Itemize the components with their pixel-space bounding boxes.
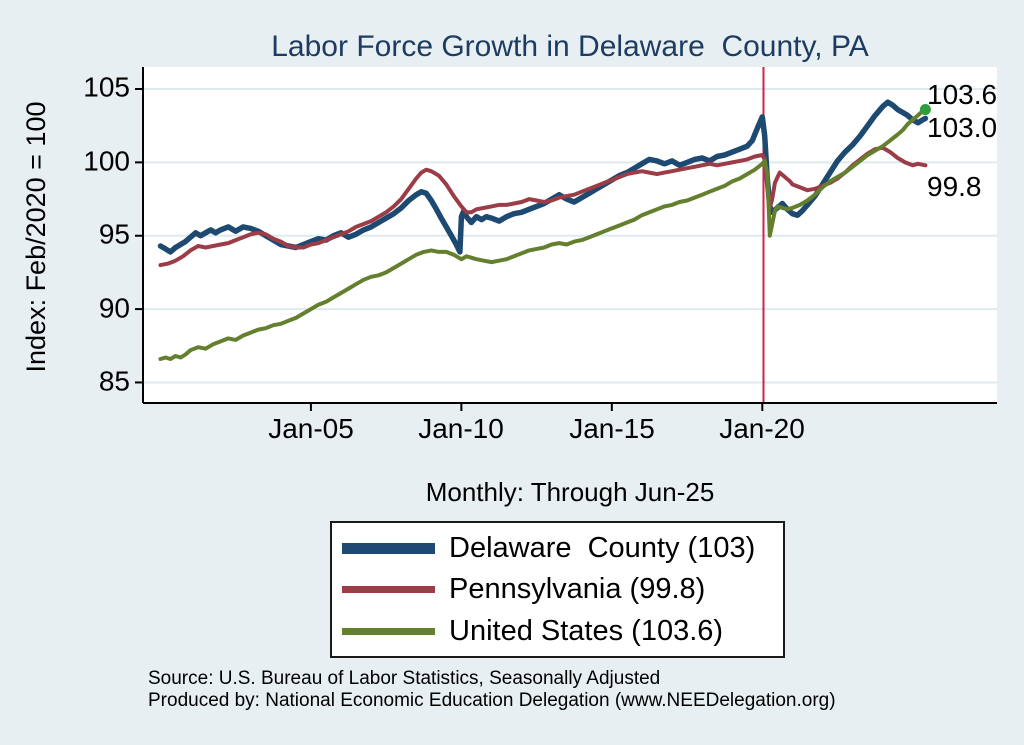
y-tick-label-95: 95: [98, 218, 130, 250]
y-tick-label-85: 85: [98, 365, 130, 397]
legend-row-pennsylvania: Pennsylvania (99.8): [332, 573, 783, 606]
end-value-label-delaware-county: 103.0: [927, 112, 998, 143]
legend-row-united-states: United States (103.6): [332, 615, 783, 648]
chart-title: Labor Force Growth in Delaware County, P…: [271, 30, 869, 63]
x-tick-label-jan10: Jan-10: [418, 413, 504, 444]
legend-label-pennsylvania: Pennsylvania (99.8): [449, 573, 706, 605]
chart-subtitle: Monthly: Through Jun-25: [425, 477, 715, 507]
x-tick-label-jan05: Jan-05: [268, 413, 354, 444]
end-value-label-united-states: 103.6: [927, 79, 998, 110]
x-tick-label-jan20: Jan-20: [719, 413, 805, 444]
end-value-label-pennsylvania: 99.8: [927, 171, 982, 202]
produced-by-text: Produced by: National Economic Education…: [148, 690, 836, 711]
source-text: Source: U.S. Bureau of Labor Statistics,…: [148, 668, 661, 689]
legend-label-delaware-county: Delaware County (103): [449, 531, 756, 564]
y-tick-label-90: 90: [98, 292, 130, 324]
legend-label-united-states: United States (103.6): [449, 614, 724, 647]
x-tick-label-jan15: Jan-15: [569, 413, 655, 444]
legend-swatch-united-states-line: [342, 627, 435, 635]
legend-swatch-delaware-county-line: [342, 542, 435, 554]
y-tick-label-105: 105: [83, 71, 130, 103]
y-tick-label-100: 100: [83, 145, 130, 177]
legend-box: Delaware County (103) Pennsylvania (99.8…: [330, 521, 785, 658]
legend-swatch-pennsylvania-line: [342, 586, 435, 593]
legend-row-delaware-county: Delaware County (103): [332, 532, 783, 565]
